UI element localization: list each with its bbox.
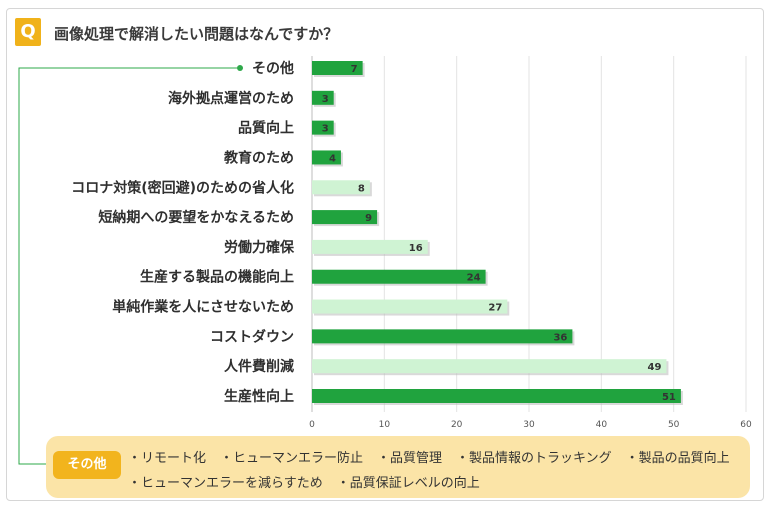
bar-value-label: 8 (358, 183, 365, 194)
x-tick-label: 20 (451, 420, 463, 430)
x-tick-label: 60 (740, 420, 752, 430)
bar (312, 150, 341, 165)
other-answer-item: ・製品の品質向上 (625, 451, 730, 466)
question-title: 画像処理で解消したい問題はなんですか？ (54, 25, 339, 43)
bar (312, 329, 573, 344)
bar (312, 299, 508, 314)
bar-value-label: 27 (488, 303, 502, 314)
bar-value-label: 49 (648, 362, 662, 373)
x-tick-label: 30 (523, 420, 535, 430)
category-label: コロナ対策(密回避)のための省人化 (71, 179, 294, 196)
bar (312, 239, 428, 254)
bar-value-label: 51 (662, 392, 676, 403)
x-tick-label: 0 (309, 420, 315, 430)
category-label: 海外拠点運営のため (168, 90, 294, 107)
x-tick-label: 10 (379, 420, 391, 430)
category-label: その他 (252, 60, 294, 77)
bar-value-label: 3 (322, 124, 329, 135)
other-answers-line-1: ・リモート化 ・ヒューマンエラー防止 ・品質管理 ・製品情報のトラッキング ・製品の品質… (128, 447, 744, 466)
bar-value-label: 4 (329, 153, 336, 164)
category-label: 短納期への要望をかなえるため (98, 209, 294, 226)
category-label: 単純作業を人にさせないため (112, 299, 294, 316)
x-tick-label: 40 (596, 420, 608, 430)
connector-line (18, 67, 237, 465)
category-label: 教育のため (224, 149, 294, 166)
bar (312, 359, 667, 374)
category-label: コストダウン (210, 328, 294, 345)
other-answer-item: ・リモート化 (128, 451, 207, 466)
connector-dot (237, 65, 243, 71)
bar (312, 269, 486, 284)
category-label: 生産性向上 (224, 388, 294, 405)
x-tick-label: 50 (668, 420, 680, 430)
bar-value-label: 36 (553, 332, 567, 343)
bar (312, 180, 370, 195)
category-label: 品質向上 (238, 120, 294, 137)
bar-value-label: 7 (351, 64, 358, 75)
other-answer-item: ・製品情報のトラッキング (456, 451, 612, 466)
bar-value-label: 24 (467, 273, 481, 284)
other-answer-item: ・ヒューマンエラー防止 (220, 451, 364, 466)
other-answers-line-2: ・ヒューマンエラーを減らすため ・品質保証レベルの向上 (128, 472, 494, 491)
category-label: 労働力確保 (224, 239, 295, 256)
other-answer-item: ・品質管理 (377, 451, 443, 466)
bar (312, 210, 378, 225)
bar (312, 61, 363, 75)
other-answer-item: ・ヒューマンエラーを減らすため (128, 476, 323, 491)
category-label: 人件費削減 (224, 358, 294, 375)
bar (312, 120, 334, 135)
bar (312, 389, 681, 403)
category-label: 生産する製品の機能向上 (140, 269, 294, 286)
other-answers-tag: その他 (53, 451, 121, 479)
other-answers-box (46, 436, 750, 498)
bar-value-label: 9 (365, 213, 372, 224)
bar-value-label: 16 (409, 243, 423, 254)
bar (312, 90, 334, 105)
question-badge: Q (15, 18, 41, 46)
other-answer-item: ・品質保証レベルの向上 (336, 476, 480, 491)
bar-value-label: 3 (322, 94, 329, 105)
